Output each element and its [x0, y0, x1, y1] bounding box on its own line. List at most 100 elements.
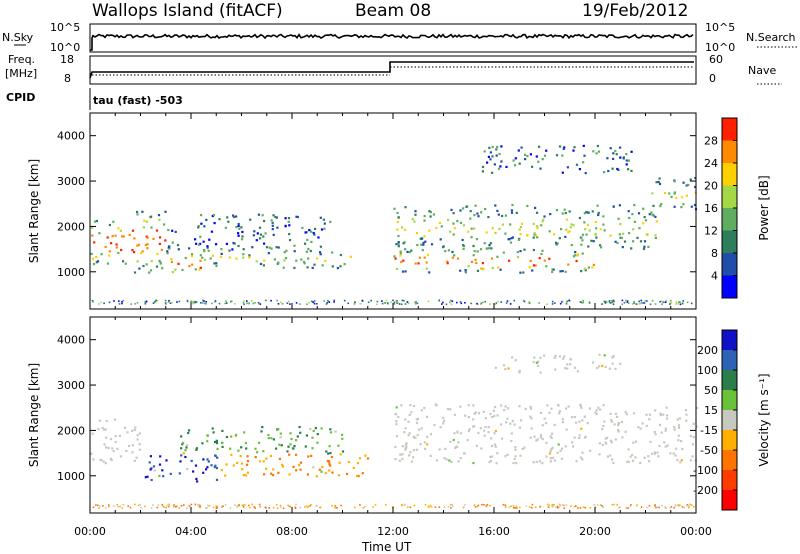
velocity-cell [152, 465, 156, 468]
power-cell [580, 270, 583, 273]
power-cell [508, 259, 511, 262]
velocity-cell [598, 353, 601, 356]
velocity-cell [265, 467, 268, 470]
velocity-cell [534, 506, 537, 509]
power-cell [246, 300, 248, 302]
power-cell [586, 223, 590, 226]
velocity-cell [198, 505, 201, 507]
velocity-cell [575, 505, 577, 507]
velocity-cell [599, 408, 602, 411]
power-cell [200, 302, 202, 304]
power-cell [668, 192, 671, 195]
velocity-cell [401, 453, 404, 456]
velocity-cell [133, 459, 136, 462]
power-cell [246, 302, 248, 305]
power-cell [268, 246, 271, 249]
velocity-cell [299, 468, 302, 471]
velocity-cell [648, 413, 651, 416]
power-cell [429, 211, 432, 214]
power-cell [664, 301, 667, 303]
power-cell [400, 303, 403, 306]
power-cell [456, 220, 459, 223]
velocity-cell [614, 367, 617, 370]
power-colorbar-tick-label: 12 [704, 225, 718, 238]
velocity-cell [140, 507, 142, 509]
power-cell [194, 301, 196, 304]
velocity-cell [674, 504, 677, 506]
velocity-cell [212, 506, 215, 509]
velocity-cell [549, 435, 552, 438]
velocity-cell [202, 471, 205, 474]
power-cell [472, 244, 475, 248]
power-cell [680, 206, 683, 209]
power-cell [496, 209, 499, 212]
velocity-cell [114, 440, 117, 444]
power-cell [536, 211, 539, 214]
velocity-cell [507, 367, 510, 370]
velocity-cell [651, 452, 654, 455]
power-cell [555, 243, 558, 246]
power-cell [255, 239, 258, 242]
power-cell [361, 299, 364, 302]
power-cell [397, 234, 400, 238]
power-colorbar-swatch [722, 185, 737, 209]
velocity-cell [320, 427, 323, 430]
power-cell [487, 155, 490, 158]
velocity-cell [113, 418, 116, 421]
power-cell [545, 149, 548, 152]
power-cell [414, 213, 417, 216]
velocity-cell [320, 470, 323, 473]
velocity-cell [578, 437, 581, 440]
velocity-cell [606, 436, 609, 439]
power-cell [393, 255, 396, 258]
velocity-cell [357, 475, 360, 478]
velocity-cell [334, 506, 336, 509]
velocity-cell [364, 454, 367, 457]
power-cell [619, 223, 622, 226]
velocity-cell [408, 432, 411, 435]
velocity-cell [158, 463, 162, 466]
velocity-cell [559, 449, 562, 452]
power-cell [121, 300, 123, 303]
velocity-cell [611, 458, 614, 461]
velocity-cell [111, 447, 114, 450]
power-cell [514, 157, 517, 160]
power-cell [191, 263, 194, 266]
power-cell [480, 303, 482, 305]
velocity-cell [153, 469, 156, 472]
velocity-cell [627, 448, 630, 451]
velocity-cell [234, 433, 238, 436]
velocity-cell [472, 418, 475, 421]
velocity-cell [664, 427, 667, 430]
power-cell [286, 302, 289, 304]
power-cell [137, 243, 140, 246]
power-cell [159, 262, 162, 265]
power-cell [146, 243, 149, 246]
power-cell [555, 154, 559, 157]
velocity-cell [205, 507, 207, 509]
power-cell [421, 237, 424, 240]
nsearch-tick-high: 10^5 [705, 21, 735, 34]
velocity-cell [562, 503, 564, 506]
power-cell [281, 303, 284, 305]
power-cell [155, 229, 159, 232]
velocity-cell [548, 411, 551, 414]
power-cell [506, 301, 508, 304]
power-cell [415, 303, 417, 305]
power-cell [397, 243, 400, 246]
velocity-cell [486, 503, 489, 506]
velocity-cell [415, 448, 418, 451]
velocity-heatmap [90, 353, 698, 510]
velocity-cell [598, 365, 601, 368]
freq-tick-high: 18 [60, 53, 74, 66]
power-cell [490, 247, 493, 250]
power-cell [203, 249, 206, 252]
velocity-cell [316, 441, 319, 444]
power-cell [276, 226, 279, 229]
power-cell [540, 252, 543, 256]
power-cell [554, 302, 556, 304]
power-cell [326, 302, 328, 304]
velocity-cell [569, 363, 572, 366]
velocity-cell [680, 440, 683, 443]
velocity-cell [150, 507, 153, 509]
